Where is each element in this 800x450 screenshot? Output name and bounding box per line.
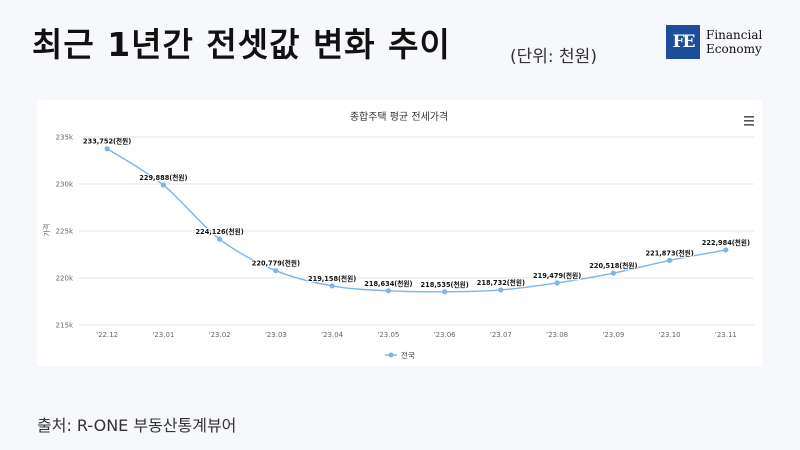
data-label: 233,752(천원) [83,137,131,146]
x-tick-label: '23.07 [490,331,512,339]
data-label: 221,873(천원) [646,248,694,257]
x-tick-label: '23.09 [602,331,624,339]
data-point[interactable] [329,283,335,289]
x-tick-label: '23.11 [715,331,737,339]
legend-swatch-dot [388,352,394,358]
x-tick-label: '23.02 [209,331,231,339]
chart-title: 종합주택 평균 전세가격 [350,110,448,123]
page-title: 최근 1년간 전셋값 변화 추이 [32,25,451,64]
data-point[interactable] [667,257,673,263]
chart-card: 종합주택 평균 전세가격 가격 215k 220k 225k 230k 235k '22… [37,100,762,366]
y-tick-label: 220k [56,275,74,283]
y-axis-label: 가격 [42,224,51,237]
x-tick-label: '23.08 [546,331,568,339]
data-point[interactable] [385,288,391,294]
x-tick-label: '23.04 [321,331,344,339]
hamburger-menu-icon[interactable] [740,112,758,129]
data-label: 220,779(천원) [252,259,300,268]
x-tick-label: '23.06 [434,331,457,339]
data-point[interactable] [442,289,448,295]
logo-line2: Economy [706,42,762,56]
data-point[interactable] [610,270,616,276]
data-label: 218,535(천원) [421,280,469,289]
data-point[interactable] [273,268,279,274]
data-label: 222,984(천원) [702,238,750,247]
y-tick-label: 225k [56,228,74,236]
data-label: 220,518(천원) [589,261,637,270]
y-tick-label: 235k [56,134,74,142]
data-point[interactable] [217,236,223,242]
logo-line1: Financial [706,28,763,42]
data-label: 229,888(천원) [139,173,187,182]
data-label: 218,732(천원) [477,278,525,287]
chart-legend[interactable]: 전국 [385,350,415,360]
data-label: 219,158(천원) [308,274,356,283]
data-label: 219,479(천원) [533,271,581,280]
x-tick-label: '23.03 [265,331,287,339]
line-chart: 종합주택 평균 전세가격 가격 215k 220k 225k 230k 235k '22… [42,110,758,360]
unit-note: (단위: 천원) [510,47,597,67]
y-tick-label: 230k [56,181,74,189]
data-point[interactable] [723,247,729,253]
x-tick-label: '23.10 [659,331,681,339]
data-label: 218,634(천원) [364,279,412,288]
x-tick-label: '22.12 [96,331,118,339]
series-line-national [106,148,727,293]
logo-mark: FE [666,25,700,59]
data-point[interactable] [554,280,560,286]
x-tick-label: '23.01 [152,331,174,339]
financial-economy-logo: FE Financial Economy [666,24,786,60]
logo-text: Financial Economy [706,28,762,56]
source-note: 출처: R-ONE 부동산통계뷰어 [37,416,237,435]
legend-label-national: 전국 [401,350,415,360]
data-point[interactable] [104,146,110,152]
x-tick-label: '23.05 [377,331,399,339]
data-point[interactable] [498,287,504,293]
data-label: 224,126(천원) [196,227,244,236]
y-tick-label: 215k [56,322,74,330]
data-point[interactable] [160,182,166,188]
